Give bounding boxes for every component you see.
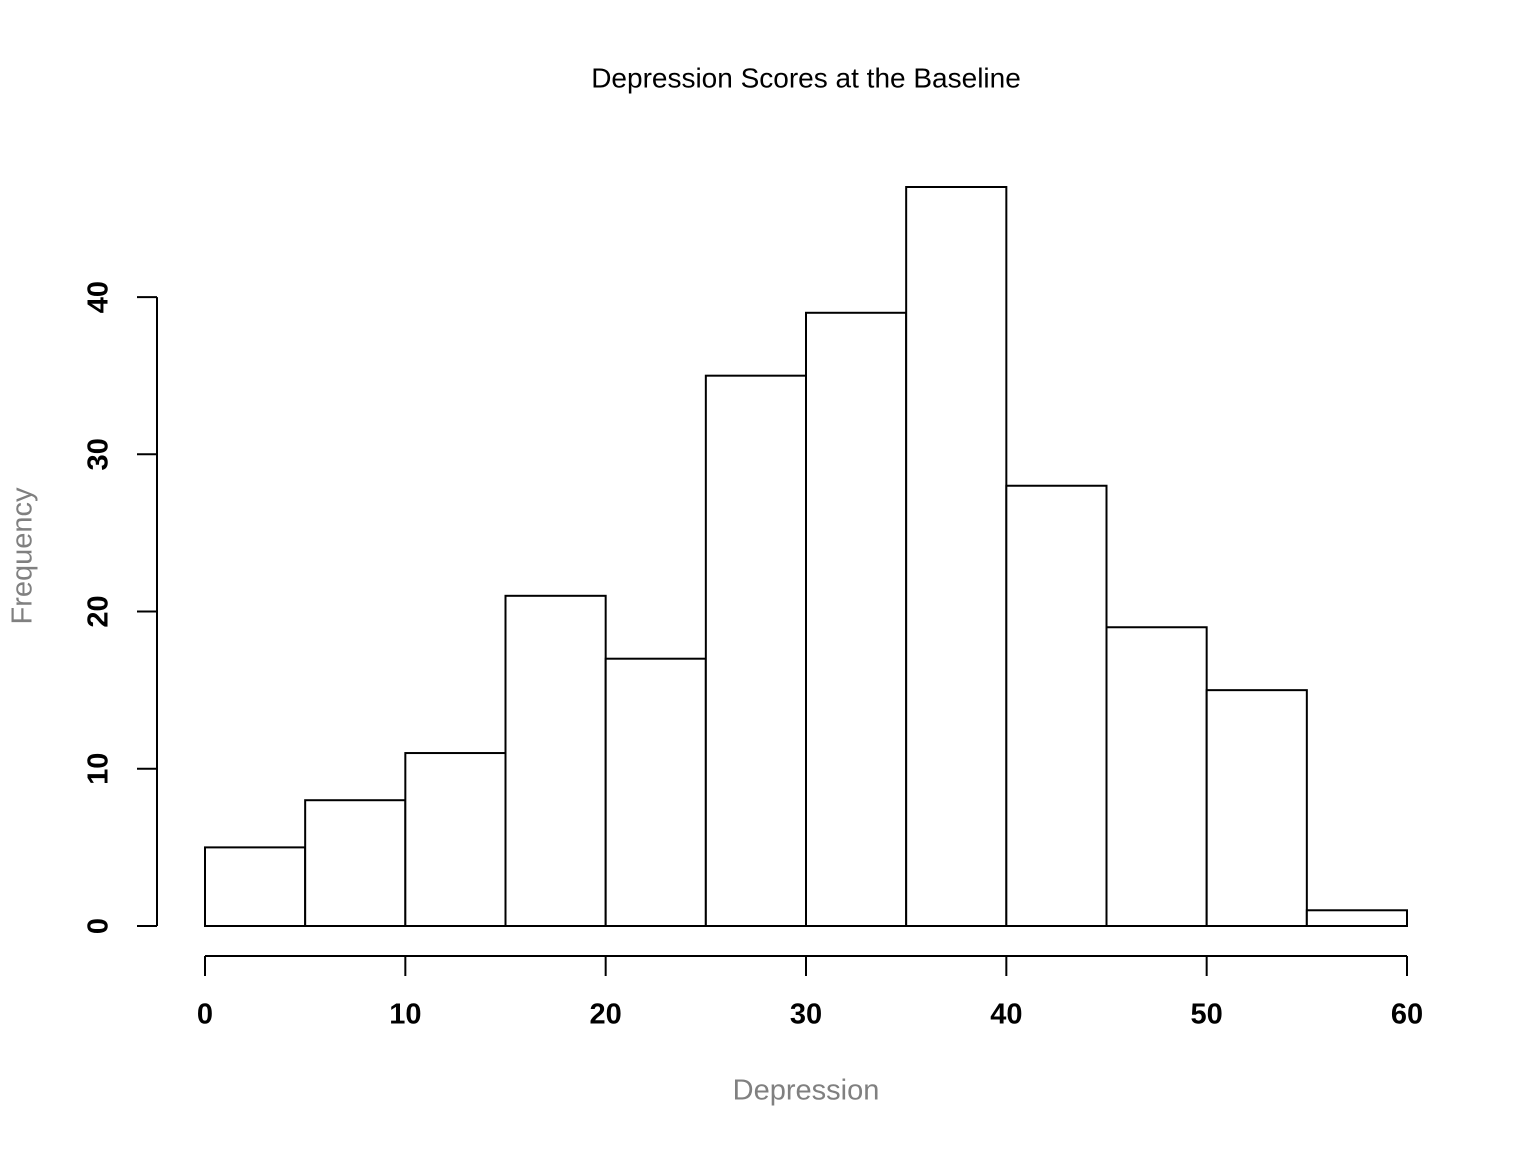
x-tick-label: 10 [389,999,421,1031]
x-tick-label: 0 [197,999,213,1031]
bar [805,311,908,927]
chart-title: Depression Scores at the Baseline [591,62,1021,93]
bar [504,594,607,928]
bar [604,657,707,928]
bar [1105,626,1208,927]
y-tick-label: 20 [83,595,115,627]
y-axis-title: Frequency [7,487,39,625]
x-tick-label: 20 [590,999,622,1031]
bar [304,799,407,927]
x-tick-label: 40 [990,999,1022,1031]
y-tick-label: 40 [83,281,115,313]
y-tick-label: 0 [83,918,115,934]
bar [704,374,807,927]
y-tick-label: 30 [83,438,115,470]
x-tick-label: 30 [790,999,822,1031]
bar [204,846,307,928]
y-tick-label: 10 [83,753,115,785]
bar [404,752,507,927]
x-tick-label: 50 [1191,999,1223,1031]
bar [905,186,1008,927]
x-tick-label: 60 [1391,999,1423,1031]
x-axis-title: Depression [733,1075,880,1107]
bar [1305,909,1409,928]
bar [1205,689,1308,927]
bar [1005,484,1108,927]
